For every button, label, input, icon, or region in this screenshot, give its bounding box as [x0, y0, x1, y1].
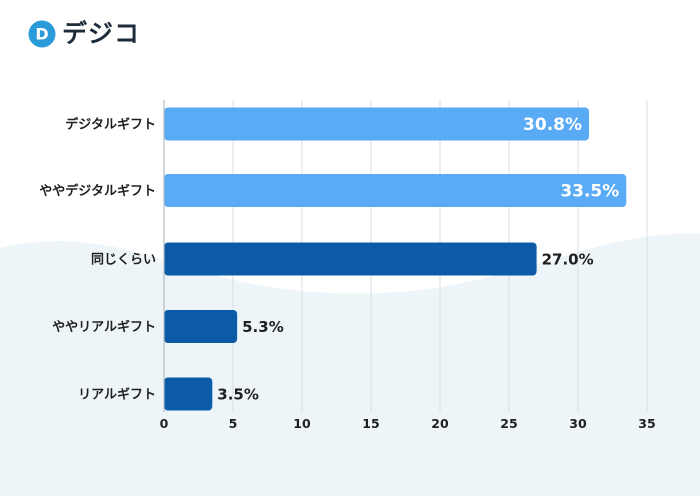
category-label: リアルギフト — [78, 387, 156, 403]
value-label: 3.5% — [217, 386, 259, 404]
x-tick-label: 25 — [500, 416, 517, 431]
bar — [164, 242, 537, 276]
bar — [164, 107, 590, 141]
brand-name: デジコ — [62, 19, 141, 48]
logo-mark-letter: D — [35, 25, 48, 44]
value-label: 5.3% — [242, 318, 284, 336]
x-tick-label: 15 — [362, 416, 379, 431]
x-tick-label: 10 — [293, 416, 311, 431]
bars — [164, 107, 627, 411]
category-label: ややデジタルギフト — [39, 183, 156, 199]
value-label: 27.0% — [542, 251, 594, 269]
labels: デジタルギフト 30.8% ややデジタルギフト 33.5% 同じくらい 27.0% ややリア… — [39, 115, 655, 431]
x-tick-label: 20 — [431, 416, 449, 431]
bar — [164, 377, 213, 411]
x-tick-label: 5 — [229, 416, 238, 431]
brand-logo: D デジコ — [28, 18, 140, 50]
category-label: ややリアルギフト — [52, 319, 156, 335]
x-tick-label: 30 — [569, 416, 587, 431]
category-label: デジタルギフト — [65, 117, 156, 133]
bar — [164, 310, 238, 343]
bar — [164, 174, 627, 207]
category-label: 同じくらい — [91, 253, 156, 268]
x-tick-label: 0 — [160, 416, 169, 431]
value-label: 33.5% — [560, 182, 619, 202]
wave-shape — [0, 233, 700, 496]
digico-logo-icon: D — [28, 20, 56, 48]
value-label: 30.8% — [523, 115, 582, 135]
x-tick-label: 35 — [638, 416, 655, 431]
